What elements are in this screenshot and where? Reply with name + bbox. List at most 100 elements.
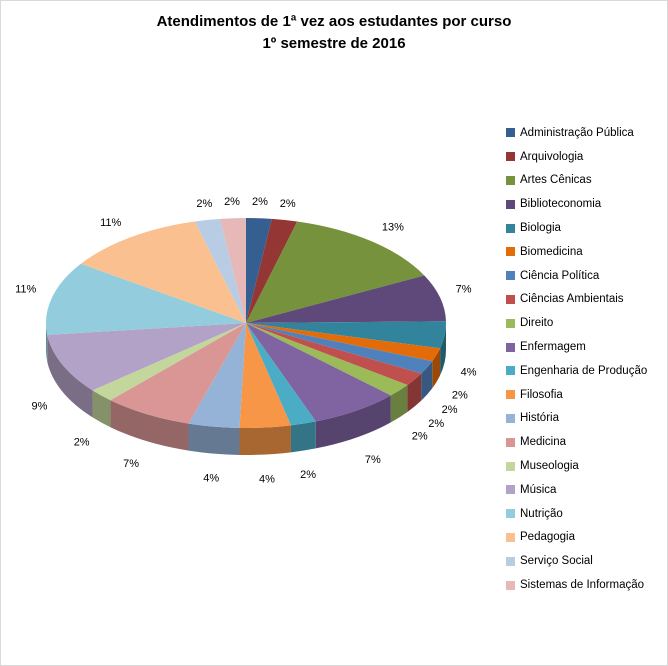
data-label: 7% (123, 458, 139, 470)
legend-swatch (506, 247, 515, 257)
pie-slice (246, 321, 446, 349)
pie-slice (246, 218, 272, 323)
legend-label: Direito (520, 317, 554, 330)
legend-item: Administração Pública (506, 121, 647, 145)
legend-swatch (506, 175, 515, 185)
legend-label: Biblioteconomia (520, 198, 602, 211)
legend-swatch (506, 128, 515, 138)
legend-swatch (506, 199, 515, 209)
legend-swatch (506, 509, 515, 519)
chart-legend: Administração Pública Arquivologia Artes C… (506, 121, 647, 597)
pie-slice (80, 221, 246, 323)
legend-label: Artes Cênicas (520, 174, 592, 187)
data-label: 4% (259, 473, 275, 485)
data-label: 2% (300, 469, 316, 481)
data-label: 11% (15, 283, 36, 295)
legend-item: Arquivologia (506, 145, 647, 169)
legend-item: Biologia (506, 216, 647, 240)
pie-slice (246, 323, 441, 362)
legend-label: Ciência Política (520, 269, 600, 282)
legend-swatch (506, 390, 515, 400)
legend-swatch (506, 318, 515, 328)
legend-item: Sistemas de Informação (506, 573, 647, 597)
pie-slice-side (390, 384, 408, 423)
pie-slice (220, 218, 246, 323)
pie-slice (239, 323, 291, 429)
data-label: 2% (452, 390, 468, 402)
legend-swatch (506, 580, 515, 590)
chart-title-line1: Atendimentos de 1ª vez aos estudantes po… (156, 13, 512, 30)
legend-label: Música (520, 483, 557, 496)
data-label: 2% (428, 418, 444, 430)
data-label: 11% (100, 217, 121, 229)
data-label: 2% (442, 404, 458, 416)
pie-slice (45, 263, 246, 335)
pie-slice (246, 218, 298, 323)
pie-slice-side (421, 361, 433, 401)
legend-item: Serviço Social (506, 549, 647, 573)
pie-slice (246, 323, 433, 374)
data-label: 2% (280, 198, 296, 210)
data-label: 7% (365, 454, 381, 466)
legend-label: Filosofia (520, 388, 563, 401)
pie-slice (246, 323, 422, 385)
pie-slice-side (46, 323, 48, 362)
data-label: 2% (74, 436, 90, 448)
legend-swatch (506, 366, 515, 376)
data-label: 2% (224, 196, 240, 208)
legend-swatch (506, 437, 515, 447)
data-label: 13% (382, 222, 404, 234)
legend-item: Ciências Ambientais (506, 288, 647, 312)
pie-slice (47, 323, 246, 391)
legend-item: Música (506, 478, 647, 502)
pie-slice (110, 323, 246, 424)
data-label: 4% (461, 367, 477, 379)
pie-slice-side (188, 423, 240, 455)
legend-item: Biblioteconomia (506, 192, 647, 216)
data-label: 2% (252, 196, 268, 208)
legend-label: Biologia (520, 222, 561, 235)
legend-label: Arquivologia (520, 150, 584, 163)
legend-label: Pedagogia (520, 531, 575, 544)
legend-label: Administração Pública (520, 126, 634, 139)
legend-item: Biomedicina (506, 240, 647, 264)
legend-item: Medicina (506, 430, 647, 454)
legend-swatch (506, 461, 515, 471)
legend-item: Enfermagem (506, 335, 647, 359)
legend-swatch (506, 342, 515, 352)
legend-swatch (506, 413, 515, 423)
data-label: 9% (32, 401, 48, 413)
legend-item: Museologia (506, 454, 647, 478)
pie-slice (246, 323, 391, 422)
legend-swatch (506, 485, 515, 495)
legend-label: Serviço Social (520, 555, 593, 568)
pie-slice-side (440, 323, 446, 376)
pie-slice (246, 323, 316, 426)
chart-title-line2: 1º semestre de 2016 (262, 35, 406, 52)
legend-label: Enfermagem (520, 341, 586, 354)
pie-slice-side (110, 400, 189, 451)
legend-swatch (506, 223, 515, 233)
chart-title: Atendimentos de 1ª vez aos estudantes po… (1, 11, 667, 55)
legend-swatch (506, 532, 515, 542)
legend-label: Museologia (520, 460, 579, 473)
legend-swatch (506, 152, 515, 162)
data-label: 2% (412, 431, 428, 443)
pie-slice-side (407, 373, 422, 412)
legend-item: Nutrição (506, 502, 647, 526)
legend-item: Pedagogia (506, 526, 647, 550)
pie-slice-side (239, 425, 291, 455)
data-label: 7% (456, 283, 472, 295)
pie-slice-side (290, 421, 316, 453)
legend-label: Engenharia de Produção (520, 364, 648, 377)
legend-swatch (506, 271, 515, 281)
pie-slice-side (432, 348, 441, 389)
legend-item: Filosofia (506, 383, 647, 407)
pie-slice-side (92, 390, 111, 428)
legend-swatch (506, 556, 515, 566)
data-label: 4% (203, 472, 219, 484)
data-label: 2% (196, 198, 212, 210)
pie-slice (194, 218, 246, 323)
